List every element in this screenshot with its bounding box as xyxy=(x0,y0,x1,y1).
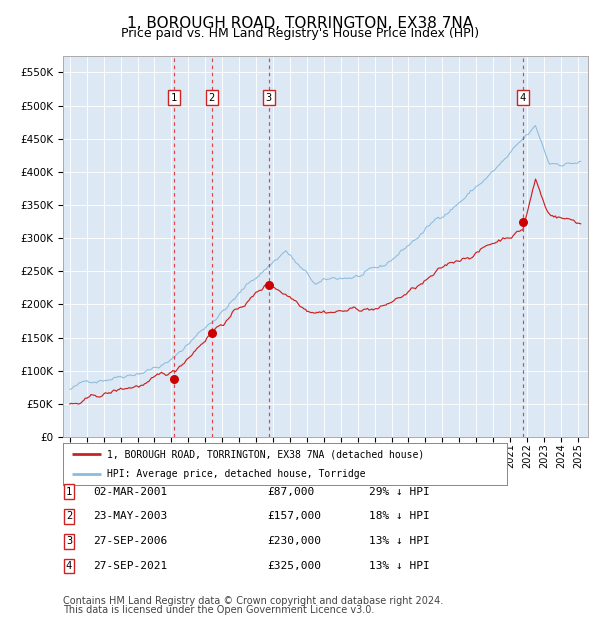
Text: £230,000: £230,000 xyxy=(267,536,321,546)
Text: 1: 1 xyxy=(66,487,72,497)
Text: 3: 3 xyxy=(66,536,72,546)
Text: Price paid vs. HM Land Registry's House Price Index (HPI): Price paid vs. HM Land Registry's House … xyxy=(121,27,479,40)
Text: 23-MAY-2003: 23-MAY-2003 xyxy=(93,512,167,521)
Text: 1, BOROUGH ROAD, TORRINGTON, EX38 7NA (detached house): 1, BOROUGH ROAD, TORRINGTON, EX38 7NA (d… xyxy=(107,449,425,459)
Text: £87,000: £87,000 xyxy=(267,487,314,497)
Text: Contains HM Land Registry data © Crown copyright and database right 2024.: Contains HM Land Registry data © Crown c… xyxy=(63,596,443,606)
Text: 27-SEP-2021: 27-SEP-2021 xyxy=(93,561,167,571)
Text: £325,000: £325,000 xyxy=(267,561,321,571)
Text: 3: 3 xyxy=(265,92,272,102)
Text: 02-MAR-2001: 02-MAR-2001 xyxy=(93,487,167,497)
Text: 2: 2 xyxy=(209,92,215,102)
Text: 27-SEP-2006: 27-SEP-2006 xyxy=(93,536,167,546)
Text: 4: 4 xyxy=(520,92,526,102)
Text: HPI: Average price, detached house, Torridge: HPI: Average price, detached house, Torr… xyxy=(107,469,366,479)
Text: This data is licensed under the Open Government Licence v3.0.: This data is licensed under the Open Gov… xyxy=(63,605,374,615)
Text: 1, BOROUGH ROAD, TORRINGTON, EX38 7NA: 1, BOROUGH ROAD, TORRINGTON, EX38 7NA xyxy=(127,16,473,30)
Text: 13% ↓ HPI: 13% ↓ HPI xyxy=(369,561,430,571)
Text: 4: 4 xyxy=(66,561,72,571)
Text: 18% ↓ HPI: 18% ↓ HPI xyxy=(369,512,430,521)
Text: 2: 2 xyxy=(66,512,72,521)
Text: 13% ↓ HPI: 13% ↓ HPI xyxy=(369,536,430,546)
Text: £157,000: £157,000 xyxy=(267,512,321,521)
Text: 29% ↓ HPI: 29% ↓ HPI xyxy=(369,487,430,497)
Text: 1: 1 xyxy=(171,92,178,102)
